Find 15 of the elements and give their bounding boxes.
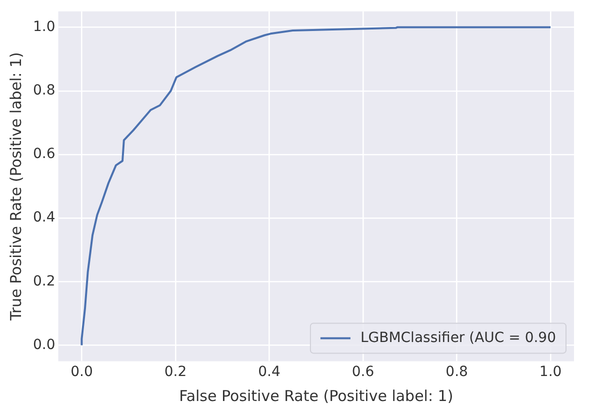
- y-tick-label: 1.0: [33, 18, 56, 35]
- x-tick-label: 0.8: [446, 364, 468, 380]
- y-tick-label: 0.0: [33, 336, 56, 353]
- y-tick-label: 0.8: [33, 82, 56, 99]
- y-tick-label: 0.4: [33, 210, 56, 226]
- x-tick-label: 0.6: [352, 364, 374, 380]
- x-axis-title: False Positive Rate (Positive label: 1): [179, 386, 454, 405]
- legend-label: LGBMClassifier (AUC = 0.90: [360, 330, 556, 346]
- x-tick-label: 0.4: [258, 364, 280, 380]
- x-tick-label: 0.0: [70, 364, 93, 380]
- y-tick-label: 0.6: [33, 146, 56, 162]
- y-tick-label: 0.2: [33, 273, 56, 290]
- x-tick-label: 0.2: [164, 364, 187, 380]
- y-axis-title: True Positive Rate (Positive label: 1): [6, 52, 25, 322]
- x-tick-label: 1.0: [539, 364, 562, 380]
